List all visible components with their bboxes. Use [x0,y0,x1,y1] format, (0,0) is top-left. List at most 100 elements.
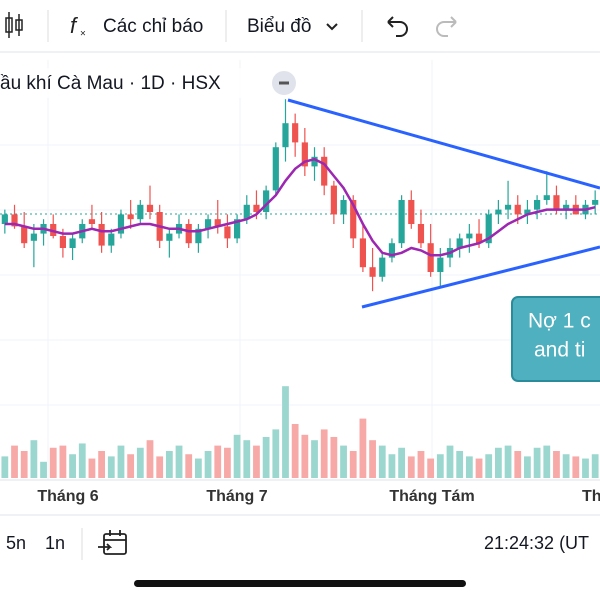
candle-body [98,224,105,246]
volume-bar [301,434,309,478]
candle-body [417,224,425,244]
candle-body [108,233,115,246]
candle-body [301,142,308,167]
candle-body [117,214,125,234]
volume-bar [185,454,193,478]
volume-bar [127,454,135,478]
volume-bar [465,456,473,478]
candle-icon[interactable] [5,12,23,38]
volume-bar [543,445,551,478]
callout-text: Nợ 1 c [528,310,591,333]
volume-bar [11,445,18,478]
candle-body [408,200,415,224]
volume-bar [165,451,173,478]
candle-body [495,209,502,215]
volume-bar [311,440,318,478]
candle-body [11,214,18,227]
candle-body [504,204,512,210]
candle-body [185,224,192,244]
volume-bar [514,451,522,478]
volume-bar [495,447,502,478]
candle-body [30,233,37,241]
volume-bar [1,456,9,478]
range-button[interactable]: 1n [45,533,65,553]
candle-body [379,257,386,277]
volume-bar [136,447,144,478]
candle-body [21,226,28,244]
volume-bar [195,458,202,478]
candle-body [543,195,550,200]
candle-body [524,209,531,215]
candle-body [146,204,154,212]
volume-bar [69,454,76,478]
volume-bar [175,445,183,478]
candle-body [282,123,289,148]
date-range-icon[interactable] [98,530,127,555]
volume-bar [20,451,28,478]
candle-body [263,190,270,212]
undo[interactable] [387,16,408,37]
redo[interactable] [436,16,457,37]
volume-bar [330,436,338,478]
callout-box[interactable] [511,296,600,382]
candle-body [514,204,521,215]
candle-body [388,243,396,258]
trend-line[interactable] [287,98,600,190]
home-indicator [134,580,466,587]
volume-bar [417,451,425,478]
candle-body [592,200,599,205]
candle-body [359,238,366,268]
volume-bar [485,454,493,478]
candle-body [224,226,231,239]
candle-body [369,267,376,277]
trend-line[interactable] [361,245,600,309]
candle-body [321,156,328,186]
candle-body [88,219,96,224]
volume-bar [591,454,599,478]
volume-bar [253,445,260,478]
candle-body [398,200,405,244]
candle-body [253,204,260,212]
plot [1,99,599,478]
indicators-button[interactable]: Các chỉ báo [103,16,203,37]
volume-bar [146,440,154,478]
volume-bar [533,447,541,478]
symbol-title: ầu khí Cà Mau · 1D · HSX [0,73,221,94]
candle-body [127,214,134,220]
candle-body [563,204,570,210]
moving-average [4,157,596,257]
chart-menu[interactable]: Biểu đồ [247,16,311,37]
toolbar: f × Các chỉ báo Biểu đồ [5,10,457,42]
candle-body [59,236,66,248]
volume-bar [427,458,435,478]
candle-body [311,156,318,167]
volume-bar [369,440,376,478]
volume-bar [233,434,241,478]
volume-bar [49,447,57,478]
candle-body [292,123,299,143]
volume-bar [59,445,67,478]
volume-bar [107,456,115,478]
candle-body [534,200,541,210]
volume-bar [156,456,164,478]
volume-bar [30,440,38,478]
fx-icon-x: × [80,29,86,40]
candle-body [350,200,357,239]
x-label: Tháng 6 [37,488,98,505]
volume-bar [446,445,454,478]
candle-body [137,204,144,220]
candle-body [475,233,483,244]
volume-bar [291,424,299,478]
volume-bar [272,429,280,478]
candle-body [243,204,250,220]
range-button[interactable]: 5n [6,533,26,553]
volume-bar [224,447,231,478]
chevron [326,23,338,31]
fx-icon[interactable]: f [70,13,79,38]
grid [0,60,600,480]
candle-body [427,243,434,272]
candle-body [204,219,212,229]
volume-bar [78,443,86,478]
